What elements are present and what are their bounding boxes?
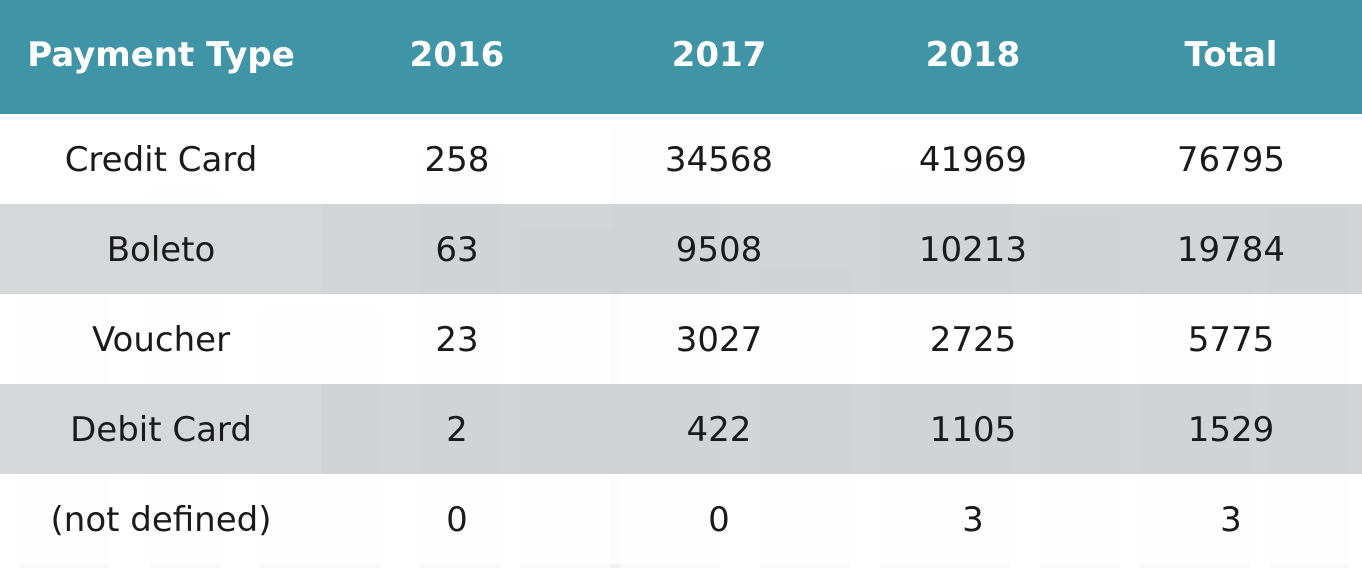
cell-total: 19784 — [1100, 204, 1362, 294]
cell-2018: 10213 — [846, 204, 1100, 294]
column-header-total: Total — [1100, 0, 1362, 114]
cell-2017: 34568 — [592, 114, 846, 204]
cell-2018: 2725 — [846, 294, 1100, 384]
cell-total: 1529 — [1100, 384, 1362, 474]
column-header-2016: 2016 — [322, 0, 592, 114]
cell-total: 5775 — [1100, 294, 1362, 384]
column-header-2018: 2018 — [846, 0, 1100, 114]
cell-total: 76795 — [1100, 114, 1362, 204]
cell-payment-type: (not defined) — [0, 474, 322, 564]
cell-2016: 23 — [322, 294, 592, 384]
cell-total: 3 — [1100, 474, 1362, 564]
cell-2016: 2 — [322, 384, 592, 474]
column-header-2017: 2017 — [592, 0, 846, 114]
column-header-payment-type: Payment Type — [0, 0, 322, 114]
cell-2018: 3 — [846, 474, 1100, 564]
cell-2016: 258 — [322, 114, 592, 204]
cell-payment-type: Boleto — [0, 204, 322, 294]
cell-2017: 9508 — [592, 204, 846, 294]
cell-2016: 0 — [322, 474, 592, 564]
cell-2016: 63 — [322, 204, 592, 294]
cell-2017: 3027 — [592, 294, 846, 384]
cell-2017: 422 — [592, 384, 846, 474]
cell-payment-type: Debit Card — [0, 384, 322, 474]
cell-payment-type: Voucher — [0, 294, 322, 384]
cell-2018: 1105 — [846, 384, 1100, 474]
cell-2018: 41969 — [846, 114, 1100, 204]
cell-payment-type: Credit Card — [0, 114, 322, 204]
cell-2017: 0 — [592, 474, 846, 564]
